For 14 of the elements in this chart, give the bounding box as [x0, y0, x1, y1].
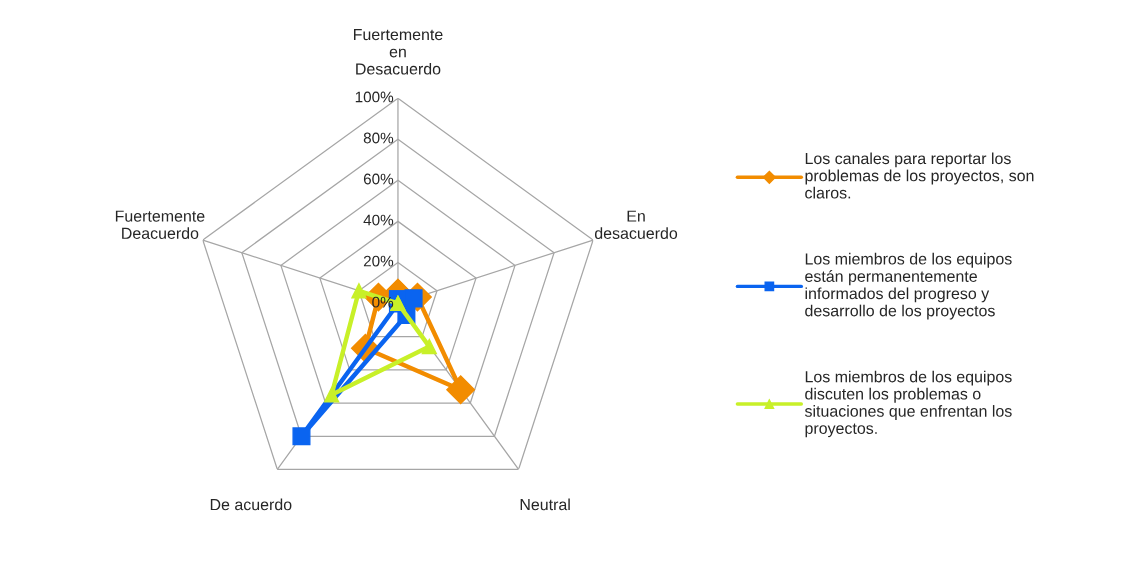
y-tick-label: 0%	[372, 296, 394, 308]
y-tick-label: 40%	[363, 214, 394, 226]
spoke-label: Fuertemente Deacuerdo	[115, 210, 205, 239]
legend-label: Los canales para reportar los problemas de los proyectos, son claros.	[805, 152, 1034, 199]
y-tick-label: 20%	[363, 255, 394, 267]
spoke-label: De acuerdo	[210, 498, 292, 511]
spoke-label: Neutral	[520, 498, 570, 511]
spoke-label: Fuertemente en Desacuerdo	[353, 29, 443, 75]
y-tick-label: 100%	[355, 91, 394, 103]
legend-label: Los miembros de los equipos discuten los problemas o situaciones que enfrentan los proyectos.	[804, 370, 1012, 438]
y-tick-label: 60%	[363, 173, 394, 185]
legend-label: Los miembros de los equipos están permanentemente informados del progreso y desarrollo de los proyectos	[805, 252, 1012, 320]
y-tick-label: 80%	[363, 132, 394, 144]
spoke-label: En desacuerdo	[594, 210, 678, 239]
